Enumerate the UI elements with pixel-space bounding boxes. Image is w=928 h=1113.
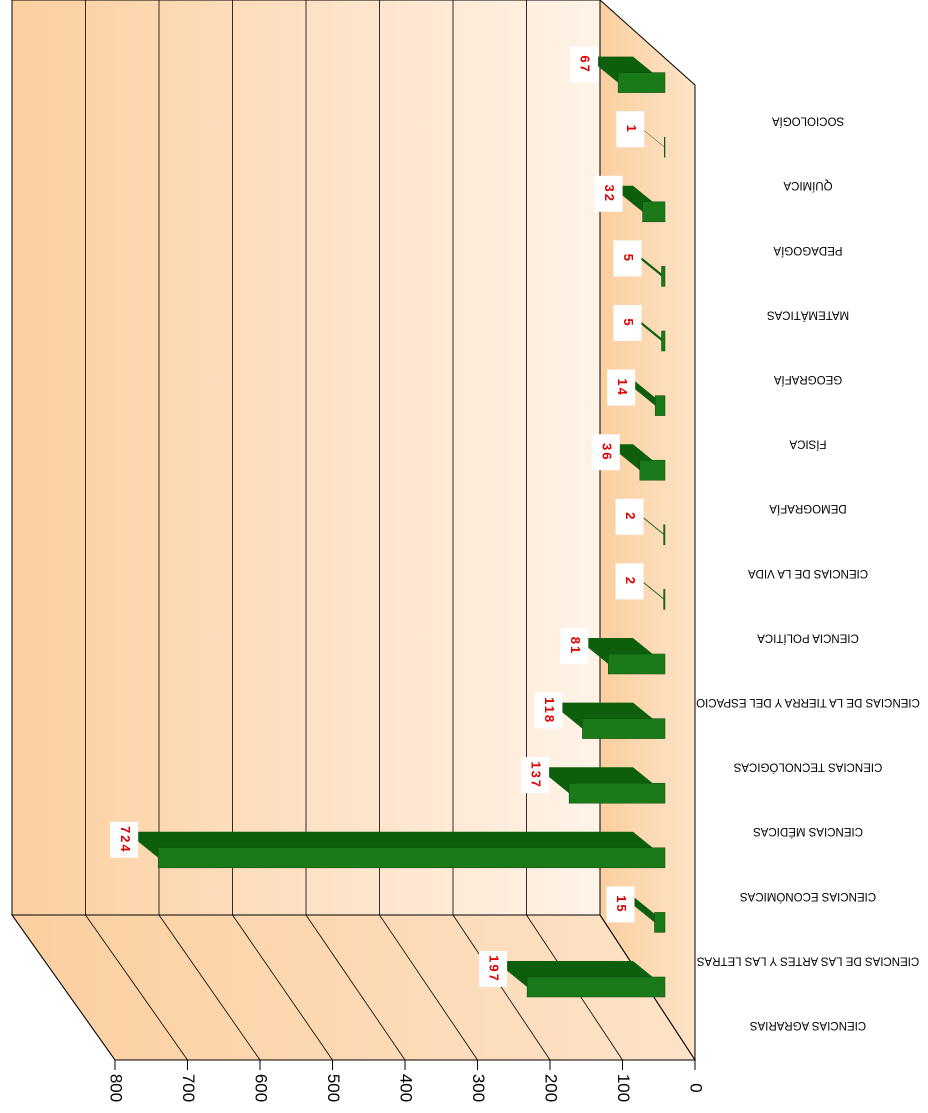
- value-label: 197: [487, 955, 502, 983]
- category-label: DEMOGRAFÍA: [769, 502, 847, 515]
- category-label: FÍSICA: [789, 438, 826, 451]
- category-label: CIENCIA POLÍTICA: [757, 631, 859, 644]
- value-label-box: [591, 434, 620, 471]
- value-label: 137: [529, 761, 544, 789]
- x-tick-label: 200: [542, 1074, 561, 1102]
- value-label: 724: [118, 826, 133, 854]
- x-tick-label: 600: [252, 1074, 271, 1102]
- bar: [157, 847, 666, 869]
- category-label: QUÍMICA: [783, 179, 833, 192]
- value-label: 5: [621, 318, 636, 327]
- category-label: CIENCIAS DE LAS ARTES Y LAS LETRAS: [696, 954, 919, 966]
- value-label-box: [534, 692, 563, 729]
- bar: [608, 653, 666, 675]
- value-label-box: [594, 175, 623, 212]
- x-tick-label: 500: [324, 1074, 343, 1102]
- x-tick-label: 800: [107, 1074, 126, 1102]
- bar: [582, 718, 666, 739]
- grid-line: [158, 914, 261, 1061]
- x-tick-label: 0: [687, 1083, 706, 1092]
- category-label: CIENCIAS DE LA VIDA: [748, 567, 868, 579]
- value-label-box: [607, 369, 636, 406]
- value-label-box: [613, 240, 642, 277]
- category-label: CIENCIAS MÉDICAS: [753, 825, 863, 838]
- category-label: CIENCIAS DE LA TIERRA Y DEL ESPACIO: [696, 696, 920, 708]
- bar: [663, 524, 666, 546]
- value-label-box: [616, 111, 645, 148]
- value-label: 32: [602, 185, 617, 203]
- value-label-box: [613, 305, 642, 341]
- bar: [661, 330, 666, 352]
- bar: [664, 136, 666, 158]
- value-label: 81: [568, 637, 583, 655]
- value-label: 2: [623, 512, 638, 521]
- value-label-box: [560, 628, 589, 664]
- value-label: 67: [578, 55, 593, 73]
- grid-line: [305, 914, 406, 1061]
- category-label: CIENCIAS AGRARIAS: [750, 1019, 867, 1031]
- value-label: 15: [614, 895, 629, 913]
- category-label: CIENCIAS TECNOLÓGICAS: [733, 761, 882, 774]
- value-label-box: [606, 886, 635, 923]
- grid-line: [85, 914, 188, 1061]
- value-label: 118: [542, 697, 557, 724]
- x-tick-label: 300: [469, 1074, 488, 1102]
- x-tick-label: 400: [397, 1074, 416, 1102]
- bar: [526, 976, 666, 998]
- value-label-box: [615, 563, 644, 600]
- bar: [663, 589, 666, 610]
- grid-line: [379, 914, 478, 1061]
- bar: [617, 72, 666, 93]
- category-label: CIENCIAS ECONÓMICAS: [740, 890, 876, 903]
- category-label: MATEMÁTICAS: [767, 308, 850, 321]
- category-label: SOCIOLOGÍA: [772, 115, 845, 128]
- value-label: 1: [624, 125, 639, 134]
- category-label: GEOGRAFÍA: [773, 373, 842, 386]
- grid-line: [232, 914, 333, 1061]
- bar: [642, 201, 666, 223]
- x-tick-label: 700: [179, 1074, 198, 1102]
- value-label: 14: [615, 378, 630, 396]
- value-label-box: [110, 821, 139, 858]
- grid-line: [11, 914, 116, 1061]
- category-label: PEDAGOGÍA: [773, 244, 842, 257]
- value-label-box: [479, 951, 508, 987]
- value-label-box: [615, 498, 644, 535]
- value-label-box: [521, 757, 550, 794]
- value-label: 36: [599, 443, 614, 461]
- value-label: 2: [623, 577, 638, 586]
- value-label-box: [570, 46, 599, 83]
- bar: [639, 459, 666, 481]
- value-label: 5: [621, 254, 636, 263]
- bar: [654, 395, 666, 416]
- bar: [654, 912, 666, 933]
- bar: [568, 782, 666, 804]
- bar: [661, 266, 666, 287]
- x-tick-label: 100: [614, 1074, 633, 1102]
- grid-line: [452, 914, 551, 1061]
